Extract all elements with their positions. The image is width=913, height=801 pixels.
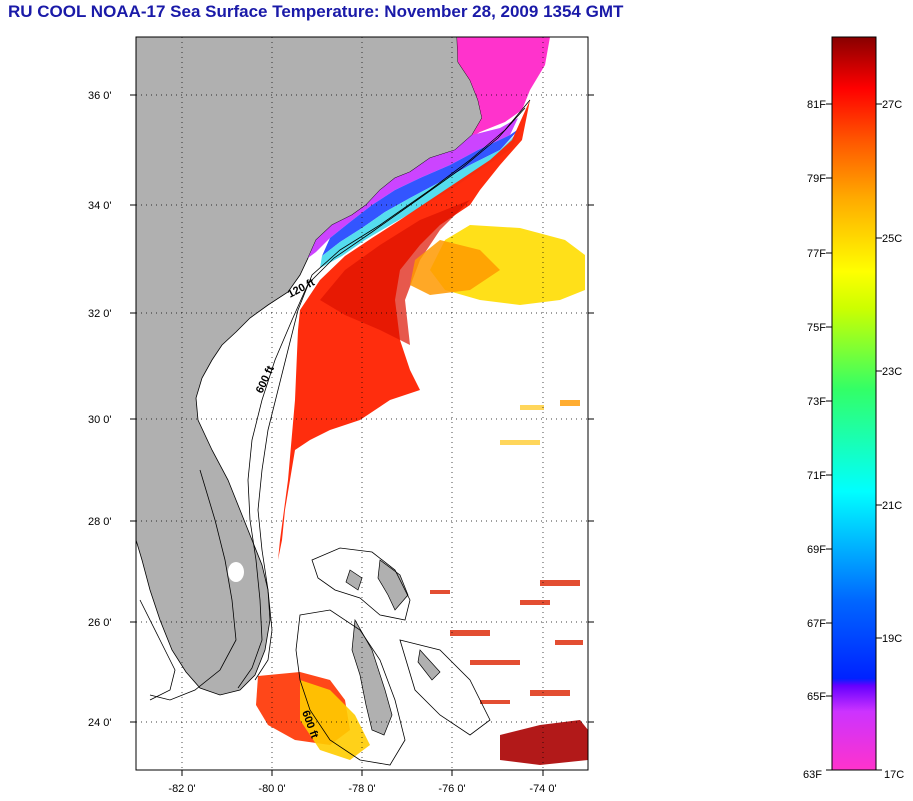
lat-label-24: 24 0'	[88, 717, 112, 729]
lat-label-28: 28 0'	[88, 516, 112, 528]
sst-warm-core	[320, 200, 470, 345]
colorbar-label-27c: 27C	[882, 99, 902, 111]
lon-label-76: -76 0'	[438, 783, 465, 795]
lat-label-30: 30 0'	[88, 414, 112, 426]
colorbar-label-69f: 69F	[807, 544, 826, 556]
map-title: RU COOL NOAA-17 Sea Surface Temperature:…	[8, 2, 624, 21]
sst-south-yellow	[300, 680, 370, 760]
sst-southeast-darkred	[500, 720, 588, 765]
sst-cold-shelf	[457, 37, 550, 138]
colorbar-label-75f: 75F	[807, 322, 826, 334]
colorbar-label-23c: 23C	[882, 366, 902, 378]
colorbar-label-25c: 25C	[882, 233, 902, 245]
lat-label-34: 34 0'	[88, 200, 112, 212]
graticule	[136, 37, 588, 770]
sst-scattered-patches	[430, 400, 583, 704]
colorbar-label-67f: 67F	[807, 618, 826, 630]
sst-gulf-stream	[278, 100, 530, 560]
colorbar-label-79f: 79F	[807, 173, 826, 185]
colorbar-label-65f: 65F	[807, 691, 826, 703]
lon-label-82: -82 0'	[168, 783, 195, 795]
bahamas-islands	[345, 559, 441, 736]
sst-offshore-orange	[410, 240, 500, 295]
map-ticks	[130, 94, 594, 776]
colorbar-label-73f: 73F	[807, 396, 826, 408]
sst-nearshore-purple	[308, 118, 518, 258]
colorbar	[831, 36, 877, 771]
colorbar-label-21c: 21C	[882, 500, 902, 512]
colorbar-label-17c: 17C	[884, 769, 904, 781]
lon-label-78: -78 0'	[348, 783, 375, 795]
colorbar-label-77f: 77F	[807, 248, 826, 260]
lat-label-32: 32 0'	[88, 308, 112, 320]
lat-label-36: 36 0'	[88, 90, 112, 102]
colorbar-label-63f: 63F	[803, 769, 822, 781]
lake-okeechobee	[228, 562, 244, 582]
isobath-lines	[139, 99, 531, 701]
lat-label-26: 26 0'	[88, 617, 112, 629]
colorbar-label-81f: 81F	[807, 99, 826, 111]
colorbar-label-71f: 71F	[807, 470, 826, 482]
map-area	[136, 37, 588, 770]
lon-label-80: -80 0'	[258, 783, 285, 795]
bahamas-bank-contours	[295, 547, 491, 766]
lon-label-74: -74 0'	[529, 783, 556, 795]
colorbar-label-19c: 19C	[882, 633, 902, 645]
colorbar-ticks	[826, 103, 882, 771]
